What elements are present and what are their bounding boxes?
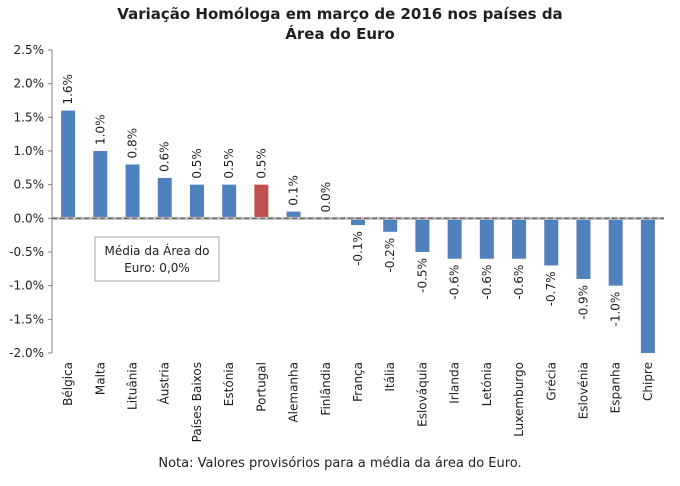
bar-4 — [189, 184, 204, 219]
category-label: Eslovénia — [576, 362, 590, 419]
bar-14 — [512, 218, 527, 259]
data-label: -0.6% — [480, 265, 494, 300]
category-label: Itália — [383, 362, 397, 392]
data-label: 0.6% — [158, 141, 172, 172]
chart-title-line-1: Variação Homóloga em março de 2016 nos p… — [117, 5, 563, 23]
y-tick-label: 2.0% — [14, 77, 45, 91]
average-annotation-text: Euro: 0,0% — [124, 261, 190, 275]
category-label: Estónia — [222, 362, 236, 406]
y-tick-label: 2.5% — [14, 43, 45, 57]
y-tick-label: 0.0% — [14, 211, 45, 225]
data-label: -0.1% — [351, 231, 365, 266]
category-label: Eslováquia — [415, 362, 429, 427]
data-label: -0.6% — [512, 265, 526, 300]
bar-0 — [61, 110, 76, 219]
data-label: -0.2% — [383, 238, 397, 273]
y-tick-label: -0.5% — [9, 245, 44, 259]
bar-17 — [608, 218, 623, 286]
data-label: 1.6% — [61, 74, 75, 105]
chart-title: Variação Homóloga em março de 2016 nos p… — [60, 4, 620, 44]
data-label: 0.5% — [254, 148, 268, 179]
category-label: Portugal — [254, 362, 268, 412]
bar-9 — [351, 218, 365, 226]
data-label: 0.5% — [222, 148, 236, 179]
y-tick-label: 1.0% — [14, 144, 45, 158]
chart-title-line-2: Área do Euro — [285, 25, 395, 43]
category-label: Bélgica — [61, 362, 75, 406]
category-label: França — [351, 362, 365, 402]
y-tick-label: -2.0% — [9, 346, 44, 360]
category-label: Espanha — [609, 362, 623, 413]
data-label: -0.6% — [448, 265, 462, 300]
bar-15 — [544, 218, 559, 266]
bar-6 — [254, 184, 269, 219]
bar-18 — [640, 218, 655, 353]
category-label: Malta — [93, 362, 107, 395]
y-tick-label: 0.5% — [14, 178, 45, 192]
category-label: Lituânia — [126, 362, 140, 410]
bar-11 — [415, 218, 430, 252]
category-label: Chipre — [641, 362, 655, 401]
data-label: -0.5% — [415, 258, 429, 293]
bar-5 — [222, 184, 237, 219]
bar-16 — [576, 218, 591, 279]
bar-3 — [157, 177, 172, 219]
data-label: 0.0% — [319, 182, 333, 213]
average-annotation-text: Média da Área do — [104, 243, 209, 258]
y-tick-label: -1.5% — [9, 312, 44, 326]
data-label: -0.7% — [544, 271, 558, 306]
category-label: Irlanda — [448, 362, 462, 404]
data-label: 0.8% — [126, 128, 140, 159]
bar-2 — [125, 164, 140, 219]
category-label: Grécia — [544, 362, 558, 401]
data-label: -0.9% — [576, 285, 590, 320]
bar-13 — [479, 218, 494, 259]
data-label: 0.5% — [190, 148, 204, 179]
bar-12 — [447, 218, 462, 259]
category-label: Finlândia — [319, 362, 333, 416]
y-tick-label: 1.5% — [14, 110, 45, 124]
chart-note: Nota: Valores provisórios para a média d… — [158, 456, 522, 471]
category-label: Luxemburgo — [512, 362, 526, 437]
category-label: Letónia — [480, 362, 494, 406]
category-label: Áustria — [157, 362, 172, 404]
data-label: -1.0% — [609, 292, 623, 327]
y-tick-label: -1.0% — [9, 279, 44, 293]
category-label: Alemanha — [287, 362, 301, 423]
data-label: 0.1% — [287, 175, 301, 206]
bar-7 — [286, 211, 301, 219]
bar-10 — [383, 218, 398, 232]
bar-1 — [93, 151, 108, 219]
average-annotation-box — [94, 236, 220, 282]
category-label: Países Baixos — [190, 362, 204, 442]
data-label: 1.0% — [93, 114, 107, 145]
